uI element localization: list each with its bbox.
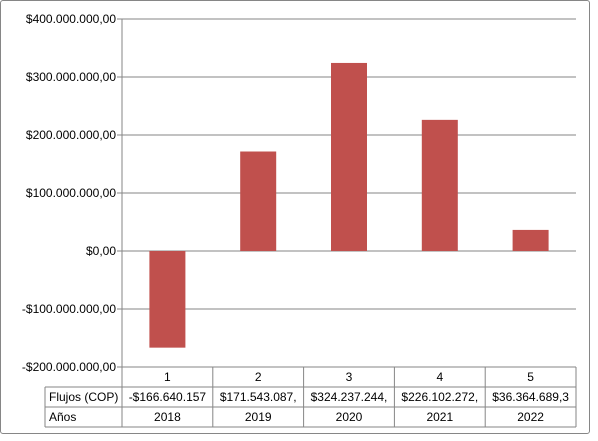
table-row-header: Años [49, 410, 76, 424]
table-cell: 2021 [426, 410, 453, 424]
y-tick-label: $200.000.000,00 [26, 128, 116, 142]
category-label: 1 [164, 370, 171, 384]
table-cell: 2020 [336, 410, 363, 424]
bar-3 [331, 62, 367, 251]
y-tick-label: $300.000.000,00 [26, 70, 116, 84]
table-cell: 2022 [517, 410, 544, 424]
table-cell: $226.102.272, [401, 390, 478, 404]
category-label: 2 [255, 370, 262, 384]
category-label: 5 [527, 370, 534, 384]
y-tick-label: $400.000.000,00 [26, 12, 116, 26]
bar-1 [149, 251, 186, 348]
bar-4 [421, 119, 458, 251]
table-cell: $171.543.087, [220, 390, 297, 404]
table-cell: -$166.640.157 [129, 390, 207, 404]
table-cell: 2018 [154, 410, 181, 424]
y-tick-label: -$200.000.000,00 [22, 360, 116, 374]
chart-frame [0, 0, 590, 434]
category-label: 3 [346, 370, 353, 384]
table-cell: $36.364.689,3 [492, 390, 569, 404]
table-cell: $324.237.244, [311, 390, 388, 404]
bar-5 [512, 229, 549, 251]
bar-2 [240, 151, 277, 251]
category-label: 4 [436, 370, 443, 384]
y-tick-label: $0,00 [86, 244, 116, 258]
table-cell: 2019 [245, 410, 272, 424]
table-row-header: Flujos (COP) [49, 390, 118, 404]
y-tick-label: $100.000.000,00 [26, 186, 116, 200]
y-tick-label: -$100.000.000,00 [22, 302, 116, 316]
